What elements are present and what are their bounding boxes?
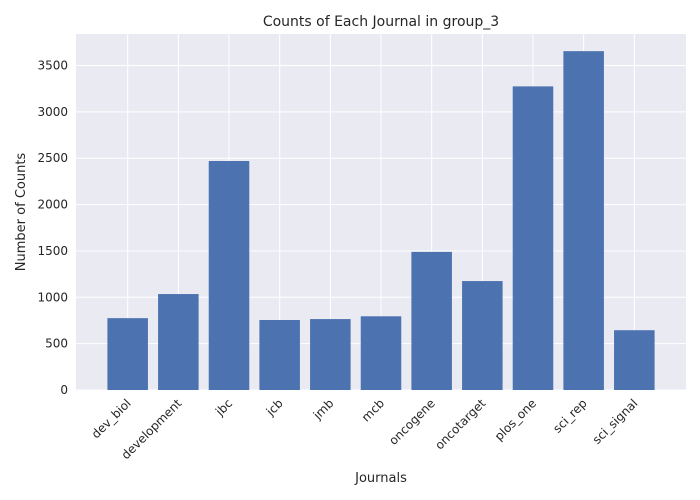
bar-oncotarget: [462, 281, 503, 390]
bar-mcb: [360, 316, 402, 390]
bar-jmb: [310, 319, 351, 390]
bar-jcb: [259, 320, 300, 390]
y-tick-label: 3500: [37, 59, 68, 73]
bar-oncogene: [411, 251, 452, 390]
x-tick-label: jbc: [212, 396, 235, 419]
chart-title: Counts of Each Journal in group_3: [263, 14, 499, 30]
bar-sci_rep: [563, 51, 604, 391]
x-tick-label: dev_biol: [89, 396, 134, 441]
y-axis-label: Number of Counts: [14, 153, 29, 272]
y-tick-labels: 0 500 1000 1500 2000 2500 3000 3500: [37, 59, 68, 397]
x-tick-label: sci_rep: [550, 396, 589, 435]
bars: [107, 51, 655, 391]
bar-plos_one: [512, 86, 554, 390]
x-tick-label: sci_signal: [590, 396, 641, 447]
y-tick-label: 500: [45, 337, 68, 351]
x-tick-label: mcb: [359, 396, 387, 424]
x-tick-label: jmb: [310, 396, 337, 423]
bar-sci_signal: [614, 330, 655, 390]
x-tick-label: oncogene: [386, 396, 438, 448]
x-tick-label: plos_one: [492, 396, 539, 443]
y-tick-label: 2000: [37, 198, 68, 212]
y-tick-label: 1500: [37, 244, 68, 258]
bar-development: [158, 294, 199, 390]
y-tick-label: 1000: [37, 290, 68, 304]
bar-jbc: [208, 161, 250, 390]
y-tick-label: 0: [60, 383, 68, 397]
y-tick-label: 3000: [37, 105, 68, 119]
x-tick-label: oncotarget: [432, 396, 488, 452]
y-tick-label: 2500: [37, 151, 68, 165]
x-axis-label: Journals: [354, 471, 407, 486]
x-tick-label: jcb: [263, 396, 286, 419]
bar-dev_biol: [107, 318, 148, 390]
